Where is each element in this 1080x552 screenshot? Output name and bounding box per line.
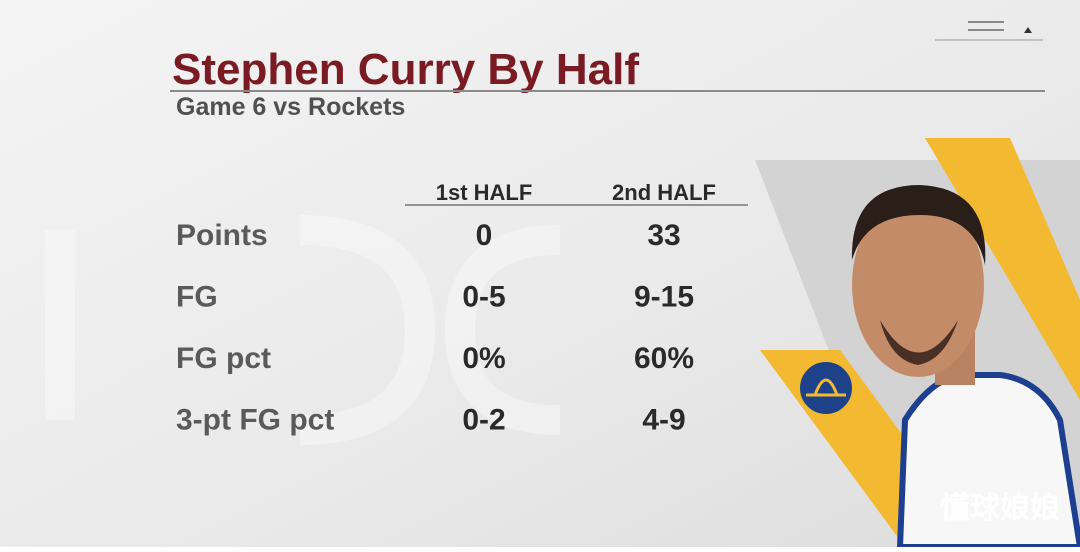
column-header: 2nd HALF xyxy=(612,180,716,205)
row-label: FG pct xyxy=(176,342,271,375)
menu-icon xyxy=(935,21,1043,41)
background-letters xyxy=(45,215,561,445)
cell-value: 0-5 xyxy=(462,281,505,314)
row-label: Points xyxy=(176,219,268,252)
subtitle: Game 6 vs Rockets xyxy=(176,93,405,121)
row-label: 3-pt FG pct xyxy=(176,404,334,437)
row-label: FG xyxy=(176,281,218,314)
cell-value: 9-15 xyxy=(634,281,694,314)
cell-value: 33 xyxy=(647,219,680,252)
cell-value: 0% xyxy=(462,342,505,375)
cell-value: 60% xyxy=(634,342,694,375)
cell-value: 0-2 xyxy=(462,404,505,437)
title: Stephen Curry By Half xyxy=(172,45,639,94)
cell-value: 0 xyxy=(476,219,493,252)
cell-value: 4-9 xyxy=(642,404,685,437)
player-panel xyxy=(755,138,1080,550)
watermark: 懂球娘娘 xyxy=(940,491,1060,526)
column-header: 1st HALF xyxy=(436,180,533,205)
